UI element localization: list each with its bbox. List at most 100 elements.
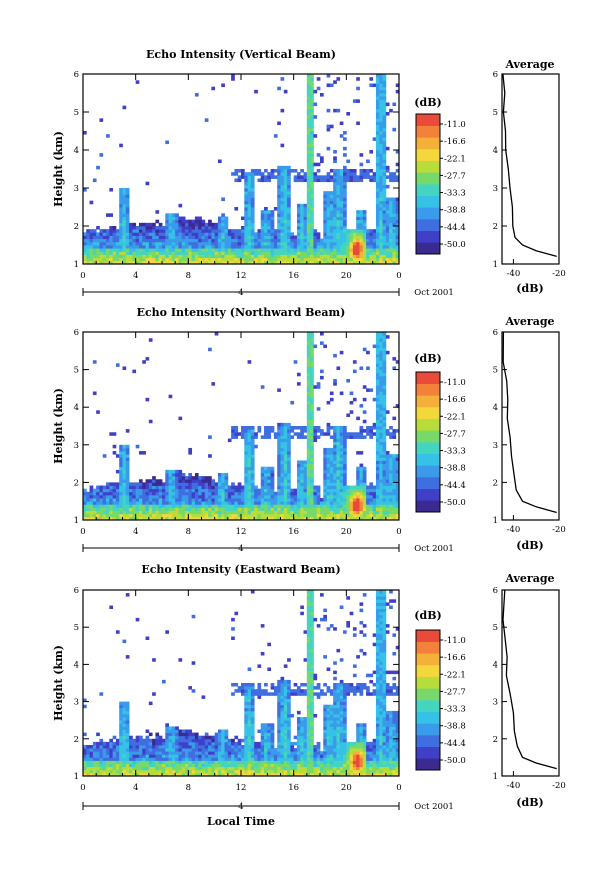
heatmap-cell — [214, 485, 219, 490]
heatmap-cell — [244, 710, 248, 715]
heatmap-cell — [214, 257, 219, 262]
heatmap-cell — [194, 751, 199, 755]
heatmap-cell — [260, 216, 265, 221]
heatmap-cell — [191, 498, 196, 502]
heatmap-cell — [306, 254, 311, 259]
heatmap-cell — [277, 485, 281, 490]
heatmap-cell — [135, 745, 140, 749]
heatmap-cell — [326, 83, 331, 88]
heatmap-cell — [339, 213, 344, 217]
heatmap-cell — [162, 257, 166, 262]
heatmap-cell — [366, 507, 370, 511]
heatmap-cell — [339, 178, 344, 183]
heatmap-cell — [99, 757, 104, 761]
heatmap-cell — [379, 432, 383, 436]
heatmap-cell — [379, 482, 383, 486]
heatmap-cell — [280, 194, 285, 198]
heatmap-cell — [379, 422, 383, 427]
heatmap-cell — [162, 769, 166, 774]
heatmap-cell — [214, 516, 219, 520]
heatmap-cell — [277, 469, 281, 474]
heatmap-cell — [293, 432, 298, 436]
heatmap-cell — [145, 245, 150, 249]
heatmap-cell — [359, 235, 364, 240]
heatmap-cell — [346, 229, 351, 233]
heatmap-cell — [395, 404, 399, 408]
heatmap-cell — [152, 226, 156, 230]
heatmap-cell — [343, 516, 347, 520]
heatmap-cell — [171, 741, 176, 746]
heatmap-cell — [283, 194, 288, 198]
heatmap-cell — [366, 169, 370, 173]
heatmap-cell — [99, 229, 104, 233]
heatmap-cell — [234, 235, 239, 240]
heatmap-cell — [102, 760, 107, 764]
heatmap-cell — [372, 513, 377, 518]
x-ticks: 0 4 8 12 16 20 0 — [80, 332, 402, 537]
heatmap-cell — [336, 454, 341, 458]
heatmap-cell — [270, 210, 275, 214]
heatmap-cell — [247, 504, 252, 508]
heatmap-cell — [175, 213, 179, 217]
heatmap-cell — [250, 710, 255, 715]
heatmap-cell — [326, 447, 331, 452]
heatmap-cell — [310, 473, 314, 477]
heatmap-cell — [280, 200, 285, 205]
heatmap-cell — [175, 469, 179, 474]
heatmap-cell — [264, 510, 268, 515]
heatmap-cell — [86, 766, 90, 771]
heatmap-cell — [244, 466, 248, 471]
heatmap-cell — [392, 178, 397, 183]
heatmap-cell — [122, 210, 127, 214]
heatmap-cell — [162, 498, 166, 502]
heatmap-cell — [185, 772, 189, 776]
heatmap-cell — [211, 741, 216, 746]
heatmap-cell — [145, 397, 150, 402]
heatmap-cell — [181, 751, 186, 755]
heatmap-cell — [306, 516, 311, 520]
heatmap-cell — [395, 360, 399, 364]
heatmap-cell — [138, 735, 143, 740]
heatmap-cell — [142, 504, 146, 508]
heatmap-cell — [306, 432, 311, 436]
heatmap-cell — [270, 491, 275, 496]
heatmap-cell — [336, 216, 341, 221]
heatmap-cell — [132, 254, 137, 259]
heatmap-cell — [204, 766, 209, 771]
heatmap-cell — [323, 488, 327, 493]
heatmap-cell — [89, 257, 94, 262]
heatmap-cell — [333, 178, 337, 183]
heatmap-cell — [244, 707, 248, 712]
heatmap-cell — [125, 494, 130, 499]
heatmap-cell — [303, 469, 308, 474]
heatmap-cell — [277, 473, 281, 477]
heatmap-cell — [339, 260, 344, 264]
heatmap-cell — [277, 451, 281, 455]
heatmap-cell — [254, 516, 258, 520]
heatmap-cell — [336, 485, 341, 490]
heatmap-cell — [273, 432, 278, 436]
heatmap-cell — [241, 485, 245, 490]
heatmap-cell — [241, 491, 245, 496]
heatmap-cell — [313, 241, 318, 246]
heatmap-cell — [92, 254, 97, 259]
heatmap-cell — [369, 513, 374, 518]
heatmap-cell — [86, 248, 90, 252]
heatmap-cell — [181, 735, 186, 740]
heatmap-cell — [296, 463, 301, 468]
heatmap-cell — [310, 347, 314, 352]
heatmap-cell — [152, 257, 156, 262]
heatmap-cell — [283, 169, 288, 173]
heatmap-cell — [375, 74, 380, 78]
heatmap-cell — [283, 438, 288, 443]
heatmap-cell — [369, 501, 374, 505]
heatmap-cell — [346, 251, 351, 255]
heatmap-cell — [339, 226, 344, 230]
heatmap-cell — [86, 229, 90, 233]
heatmap-cell — [283, 257, 288, 262]
heatmap-cell — [181, 729, 186, 733]
heatmap-cell — [382, 162, 387, 167]
heatmap-cell — [375, 429, 380, 433]
heatmap-cell — [102, 748, 107, 752]
heatmap-cell — [125, 516, 130, 520]
